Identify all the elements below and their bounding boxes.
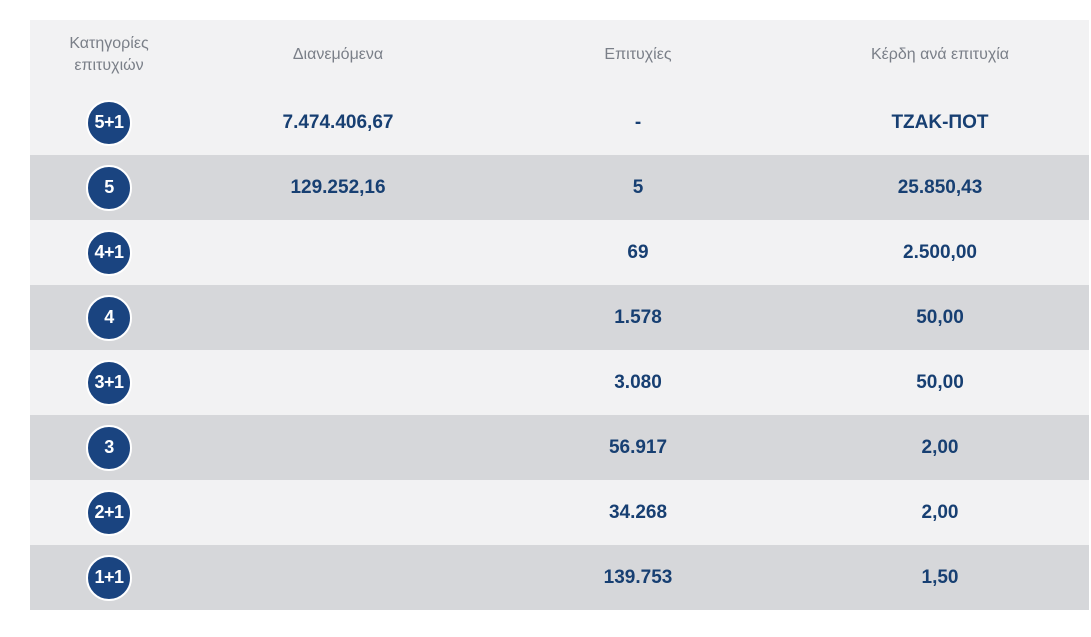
- header-categories: Κατηγορίες επιτυχιών: [69, 35, 149, 74]
- winners-value: 5: [632, 176, 644, 198]
- prize-value: 50,00: [916, 371, 964, 393]
- table-row: 2+1 34.268 2,00: [30, 480, 1089, 545]
- distributed-value: [238, 220, 438, 285]
- category-badge: 2+1: [86, 489, 132, 536]
- distributed-value: [238, 415, 438, 480]
- table-row: 4 1.578 50,00: [30, 285, 1089, 350]
- prize-value: ΤΖΑΚ-ΠΟΤ: [891, 111, 989, 133]
- distributed-value: [238, 480, 438, 545]
- table-row: 1+1 139.753 1,50: [30, 545, 1089, 610]
- results-table: Κατηγορίες επιτυχιών Διανεμόμενα Επιτυχί…: [30, 20, 1089, 610]
- header-prize-per-winner: Κέρδη ανά επιτυχία: [870, 46, 1010, 63]
- winners-value: 56.917: [608, 436, 668, 458]
- category-badge: 4+1: [86, 229, 132, 276]
- winners-value: 1.578: [614, 306, 662, 328]
- winners-value: 69: [627, 241, 649, 263]
- table-row: 3 56.917 2,00: [30, 415, 1089, 480]
- category-badge: 3+1: [86, 359, 132, 406]
- prize-value: 25.850,43: [897, 176, 983, 198]
- header-distributed: Διανεμόμενα: [292, 46, 384, 63]
- category-badge: 5+1: [86, 99, 132, 146]
- table-header: Κατηγορίες επιτυχιών Διανεμόμενα Επιτυχί…: [30, 20, 1089, 90]
- prize-value: 2,00: [921, 501, 959, 523]
- category-badge: 4: [86, 294, 132, 341]
- header-winners: Επιτυχίες: [604, 46, 672, 63]
- winners-value: 3.080: [614, 371, 662, 393]
- prize-value: 2,00: [921, 436, 959, 458]
- category-badge: 1+1: [86, 554, 132, 601]
- table-row: 5 129.252,16 5 25.850,43: [30, 155, 1089, 220]
- distributed-value: [238, 350, 438, 415]
- winners-value: 34.268: [608, 501, 668, 523]
- distributed-value: 129.252,16: [290, 176, 386, 198]
- category-badge: 3: [86, 424, 132, 471]
- distributed-value: [238, 285, 438, 350]
- distributed-value: [238, 545, 438, 610]
- prize-value: 50,00: [916, 306, 964, 328]
- distributed-value: 7.474.406,67: [282, 111, 394, 133]
- prize-value: 1,50: [921, 566, 959, 588]
- table-row: 5+1 7.474.406,67 - ΤΖΑΚ-ΠΟΤ: [30, 90, 1089, 155]
- winners-value: -: [634, 111, 642, 133]
- table-row: 4+1 69 2.500,00: [30, 220, 1089, 285]
- prize-value: 2.500,00: [903, 241, 977, 263]
- category-badge: 5: [86, 164, 132, 211]
- winners-value: 139.753: [603, 566, 673, 588]
- table-row: 3+1 3.080 50,00: [30, 350, 1089, 415]
